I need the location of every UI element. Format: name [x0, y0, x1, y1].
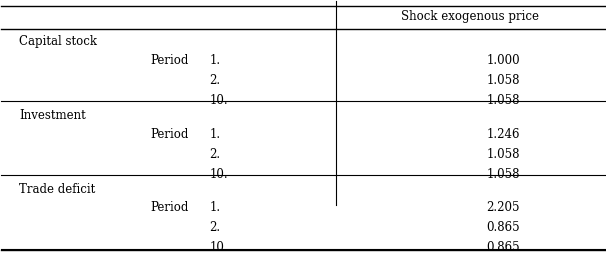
- Text: Investment: Investment: [19, 109, 86, 122]
- Text: 2.: 2.: [210, 74, 221, 87]
- Text: 1.058: 1.058: [487, 148, 520, 161]
- Text: 2.205: 2.205: [487, 201, 520, 214]
- Text: 1.058: 1.058: [487, 167, 520, 181]
- Text: Capital stock: Capital stock: [19, 35, 98, 48]
- Text: 10.: 10.: [210, 94, 228, 107]
- Text: 1.: 1.: [210, 54, 221, 67]
- Text: Trade deficit: Trade deficit: [19, 183, 96, 196]
- Text: 1.: 1.: [210, 128, 221, 141]
- Text: 2.: 2.: [210, 221, 221, 234]
- Text: 10.: 10.: [210, 241, 228, 254]
- Text: 10.: 10.: [210, 167, 228, 181]
- Text: 1.246: 1.246: [487, 128, 520, 141]
- Text: 2.: 2.: [210, 148, 221, 161]
- Text: 1.000: 1.000: [487, 54, 520, 67]
- Text: Period: Period: [150, 54, 188, 67]
- Text: 1.058: 1.058: [487, 94, 520, 107]
- Text: Period: Period: [150, 128, 188, 141]
- Text: 1.: 1.: [210, 201, 221, 214]
- Text: 0.865: 0.865: [487, 221, 520, 234]
- Text: Shock exogenous price: Shock exogenous price: [401, 10, 539, 23]
- Text: 0.865: 0.865: [487, 241, 520, 254]
- Text: 1.058: 1.058: [487, 74, 520, 87]
- Text: Period: Period: [150, 201, 188, 214]
